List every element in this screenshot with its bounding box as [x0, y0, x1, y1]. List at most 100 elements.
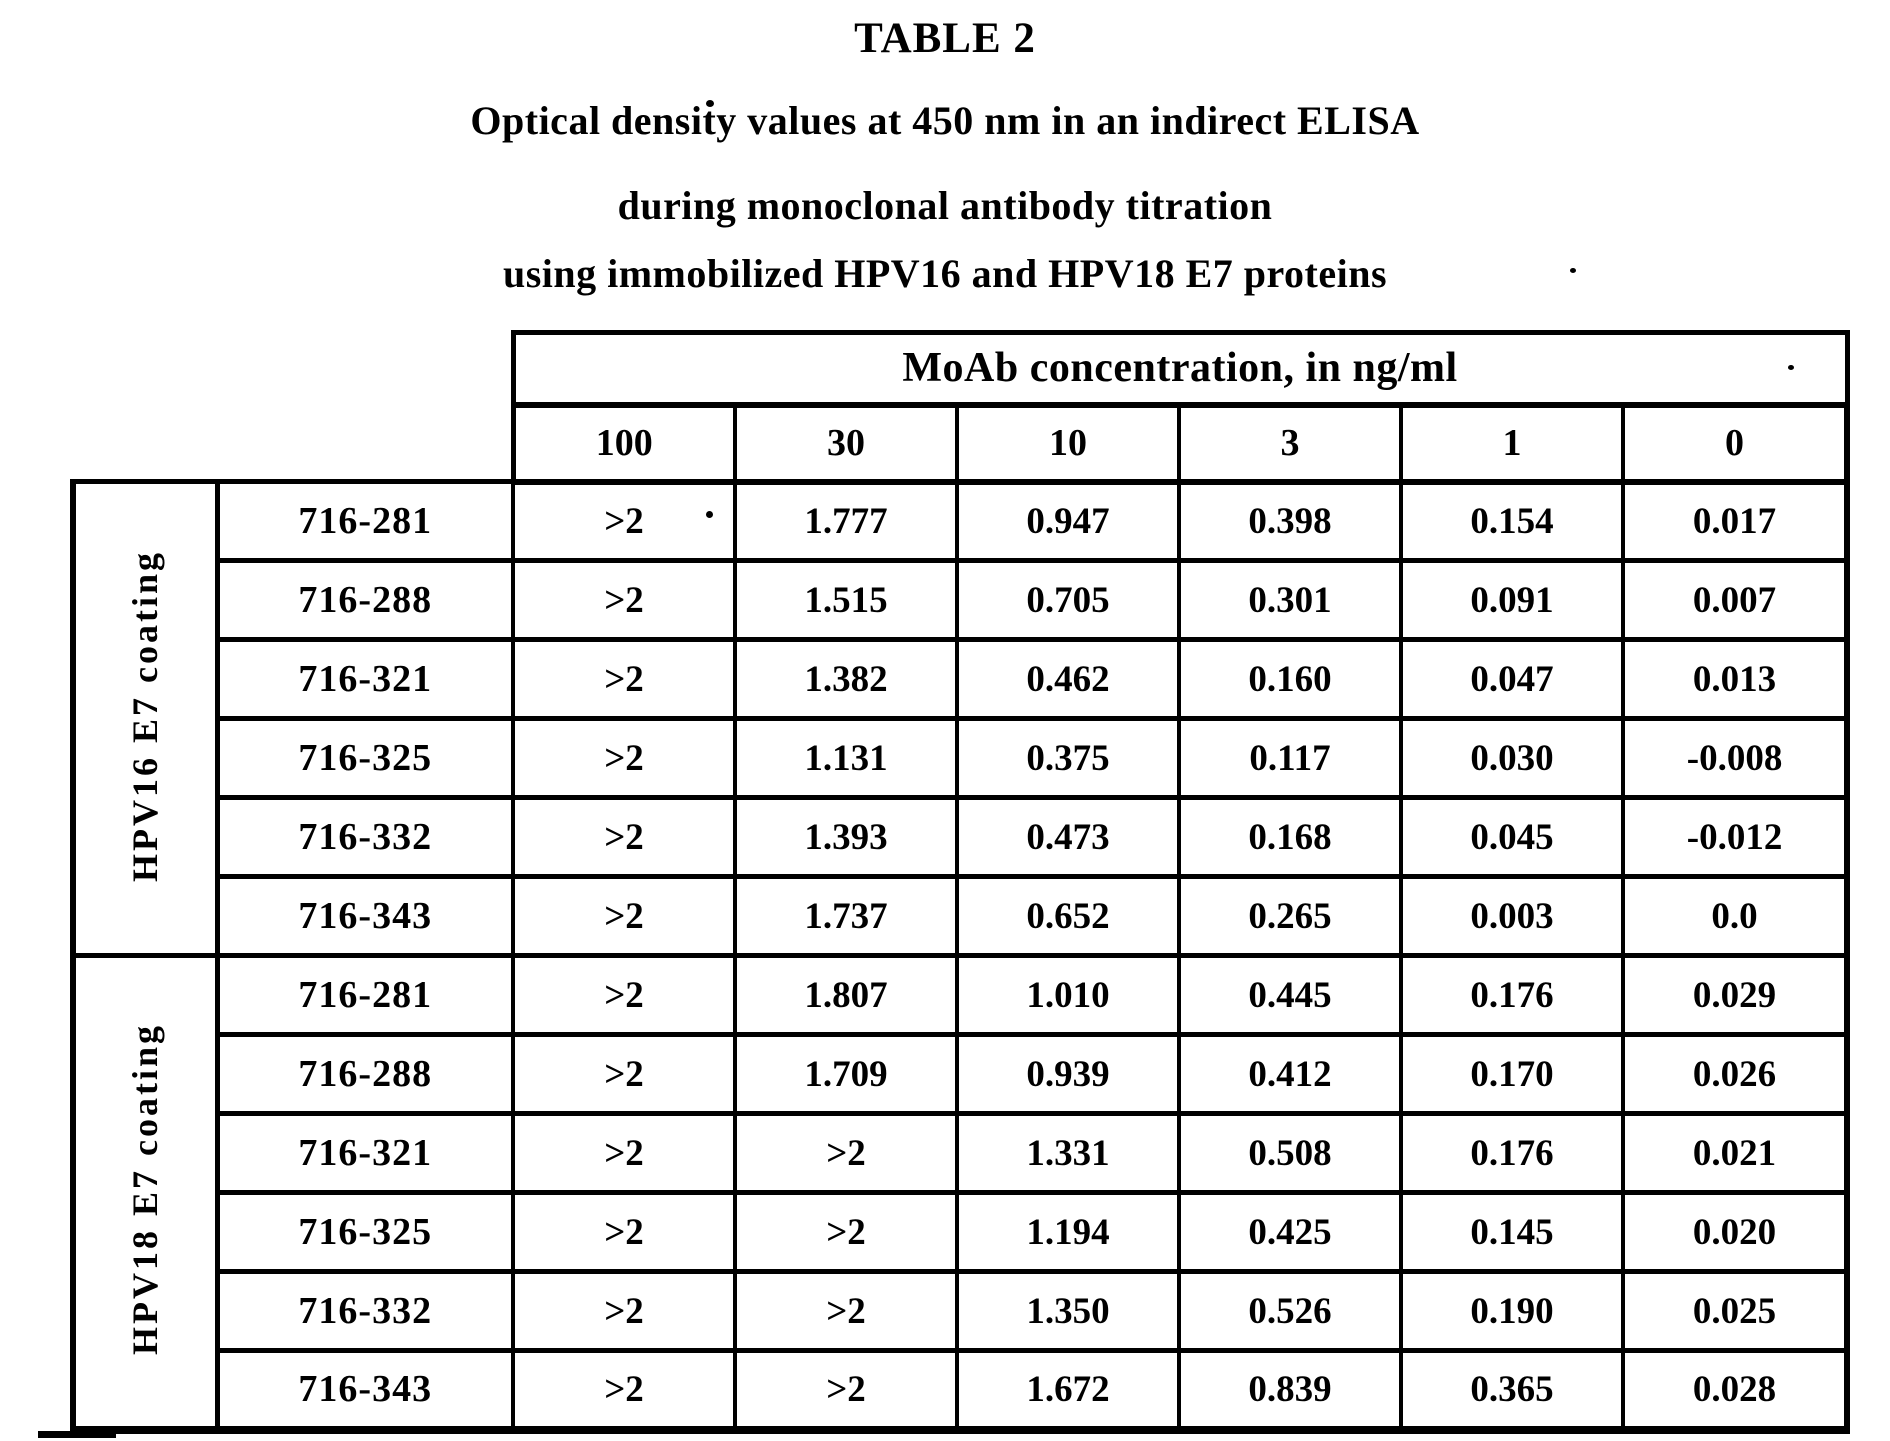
od-value-cell: 0.021 [1620, 1111, 1851, 1195]
od-value-cell: 0.947 [955, 479, 1181, 563]
od-value-cell: 1.709 [733, 1032, 959, 1116]
od-value-cell: 0.168 [1177, 795, 1403, 879]
moab-name: 716-325 [215, 1190, 515, 1274]
od-value-cell: 0.445 [1177, 953, 1403, 1037]
od-value-cell: 1.672 [955, 1348, 1181, 1434]
od-value-cell: 1.331 [955, 1111, 1181, 1195]
moab-name: 716-321 [215, 1111, 515, 1195]
coating-group-cell: HPV16 E7 coating [70, 479, 220, 958]
moab-name: 716-281 [215, 953, 515, 1037]
od-value-cell: 0.030 [1399, 716, 1625, 800]
od-value-cell: >2 [511, 716, 737, 800]
elisa-results-table: MoAb concentration, in ng/ml 100 30 10 3… [70, 330, 1851, 1434]
od-value-cell: 0.462 [955, 637, 1181, 721]
od-value-cell: 1.131 [733, 716, 959, 800]
od-value-cell: 0.017 [1620, 479, 1851, 563]
table-row: 716-325 >2 >2 1.194 0.425 0.145 0.020 [73, 1190, 1851, 1274]
od-value-cell: >2 [511, 1348, 737, 1434]
moab-name: 716-281 [215, 479, 515, 563]
od-value-cell: 0.029 [1620, 953, 1851, 1037]
od-value-cell: 0.091 [1399, 558, 1625, 642]
concentration-header: 30 [733, 402, 959, 485]
table-row: 716-343 >2 >2 1.672 0.839 0.365 0.028 [73, 1348, 1851, 1434]
od-value-cell: 0.025 [1620, 1269, 1851, 1353]
table-row: 716-321 >2 >2 1.331 0.508 0.176 0.021 [73, 1111, 1851, 1195]
scan-artifact-dot [706, 100, 714, 107]
concentration-header-row: 100 30 10 3 1 0 [73, 402, 1851, 485]
od-value-cell: 0.026 [1620, 1032, 1851, 1116]
scan-artifact-dot [706, 511, 713, 518]
od-value-cell: >2 [733, 1269, 959, 1353]
od-value-cell: 1.737 [733, 874, 959, 958]
od-value-cell: 0.145 [1399, 1190, 1625, 1274]
od-value-cell: -0.012 [1620, 795, 1851, 879]
moab-name: 716-332 [215, 1269, 515, 1353]
moab-name: 716-288 [215, 558, 515, 642]
od-value-cell: >2 [511, 558, 737, 642]
od-value-cell: >2 [733, 1190, 959, 1274]
od-value-cell: -0.008 [1620, 716, 1851, 800]
od-value-cell: >2 [511, 1269, 737, 1353]
table-subtitle-3: using immobilized HPV16 and HPV18 E7 pro… [502, 251, 1388, 296]
concentration-header: 1 [1399, 402, 1625, 485]
od-value-cell: >2 [511, 479, 737, 563]
table-subtitle-1: Optical density values at 450 nm in an i… [470, 98, 1420, 143]
od-value-cell: 0.176 [1399, 953, 1625, 1037]
table-title: TABLE 2 [854, 15, 1036, 62]
od-value-cell: 1.777 [733, 479, 959, 563]
coating-group-label: HPV16 E7 coating [125, 550, 166, 882]
table-row: HPV16 E7 coating 716-281 >2 1.777 0.947 0.398… [70, 479, 1851, 958]
table-row: 716-288 >2 1.709 0.939 0.412 0.170 0.026 [73, 1032, 1851, 1116]
concentration-header: 0 [1620, 402, 1851, 485]
od-value-cell: >2 [511, 637, 737, 721]
od-value-cell: >2 [511, 874, 737, 958]
scan-artifact-mark [38, 1431, 116, 1438]
od-value-cell: 0.705 [955, 558, 1181, 642]
od-value-cell: 0.412 [1177, 1032, 1403, 1116]
od-value-cell: 0.398 [1177, 479, 1403, 563]
od-value-cell: 0.301 [1177, 558, 1403, 642]
od-value-cell: 0.190 [1399, 1269, 1625, 1353]
od-value-cell: 0.652 [955, 874, 1181, 958]
od-value-cell: 0.508 [1177, 1111, 1403, 1195]
moab-concentration-header: MoAb concentration, in ng/ml [510, 330, 1850, 408]
table-row: 716-325 >2 1.131 0.375 0.117 0.030 -0.008 [73, 716, 1851, 800]
od-value-cell: 0.020 [1620, 1190, 1851, 1274]
moab-name: 716-321 [215, 637, 515, 721]
od-value-cell: 0.013 [1620, 637, 1851, 721]
od-value-cell: 0.473 [955, 795, 1181, 879]
scan-artifact-dot [1570, 268, 1576, 273]
od-value-cell: >2 [511, 1190, 737, 1274]
od-value-cell: 0.154 [1399, 479, 1625, 563]
od-value-cell: 0.939 [955, 1032, 1181, 1116]
table-row: 716-332 >2 >2 1.350 0.526 0.190 0.025 [73, 1269, 1851, 1353]
concentration-header: 10 [955, 402, 1181, 485]
od-value-cell: 1.807 [733, 953, 959, 1037]
scan-artifact-dot [1788, 365, 1794, 370]
od-value-cell: 1.382 [733, 637, 959, 721]
moab-name: 716-332 [215, 795, 515, 879]
moab-name: 716-343 [215, 1348, 515, 1434]
od-value-cell: 0.0 [1620, 874, 1851, 958]
od-value-cell: 0.003 [1399, 874, 1625, 958]
od-value-cell: 1.515 [733, 558, 959, 642]
table-body: MoAb concentration, in ng/ml 100 30 10 3… [70, 330, 1851, 1434]
od-value-cell: >2 [733, 1111, 959, 1195]
od-value-cell: 0.170 [1399, 1032, 1625, 1116]
table-row: HPV18 E7 coating 716-281 >2 1.807 1.010 0.445… [70, 953, 1851, 1434]
od-value-cell: 0.045 [1399, 795, 1625, 879]
od-value-cell: 0.375 [955, 716, 1181, 800]
header-spacer [73, 405, 513, 482]
table-row: 716-321 >2 1.382 0.462 0.160 0.047 0.013 [73, 637, 1851, 721]
od-value-cell: 0.425 [1177, 1190, 1403, 1274]
od-value-cell: 0.365 [1399, 1348, 1625, 1434]
od-value-cell: >2 [733, 1348, 959, 1434]
od-value-cell: >2 [511, 1032, 737, 1116]
od-value-cell: 0.007 [1620, 558, 1851, 642]
header-banner-row: MoAb concentration, in ng/ml [73, 330, 1850, 408]
table-subtitle-2: during monoclonal antibody titration [617, 183, 1273, 228]
concentration-header: 3 [1177, 402, 1403, 485]
table-row: 716-332 >2 1.393 0.473 0.168 0.045 -0.012 [73, 795, 1851, 879]
od-value-cell: 1.350 [955, 1269, 1181, 1353]
